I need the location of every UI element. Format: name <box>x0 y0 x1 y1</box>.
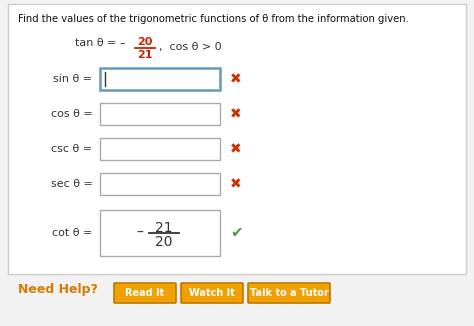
Text: cot θ =: cot θ = <box>52 228 96 238</box>
FancyBboxPatch shape <box>181 283 243 303</box>
FancyBboxPatch shape <box>100 138 220 160</box>
Text: Find the values of the trigonometric functions of θ from the information given.: Find the values of the trigonometric fun… <box>18 14 409 24</box>
FancyBboxPatch shape <box>8 4 466 274</box>
Text: 20: 20 <box>155 235 173 249</box>
Text: 21: 21 <box>137 50 153 60</box>
Text: ✖: ✖ <box>230 107 242 121</box>
FancyBboxPatch shape <box>100 173 220 195</box>
Text: 20: 20 <box>137 37 153 47</box>
Text: ✖: ✖ <box>230 177 242 191</box>
FancyBboxPatch shape <box>114 283 176 303</box>
Text: ✖: ✖ <box>230 142 242 156</box>
Text: Watch It: Watch It <box>189 288 235 298</box>
Text: sin θ =: sin θ = <box>54 74 96 84</box>
Text: Need Help?: Need Help? <box>18 283 98 296</box>
Text: csc θ =: csc θ = <box>51 144 96 154</box>
Text: –: – <box>137 226 144 240</box>
Text: Talk to a Tutor: Talk to a Tutor <box>250 288 328 298</box>
Text: ✔: ✔ <box>230 226 243 241</box>
Text: sec θ =: sec θ = <box>51 179 96 189</box>
Text: ✖: ✖ <box>230 72 242 86</box>
FancyBboxPatch shape <box>248 283 330 303</box>
FancyBboxPatch shape <box>100 103 220 125</box>
FancyBboxPatch shape <box>100 68 220 90</box>
Text: 21: 21 <box>155 221 173 235</box>
Text: tan θ = –: tan θ = – <box>75 38 126 48</box>
Text: ,  cos θ > 0: , cos θ > 0 <box>159 42 222 52</box>
Text: Read It: Read It <box>126 288 164 298</box>
FancyBboxPatch shape <box>100 210 220 256</box>
Text: cos θ =: cos θ = <box>51 109 96 119</box>
